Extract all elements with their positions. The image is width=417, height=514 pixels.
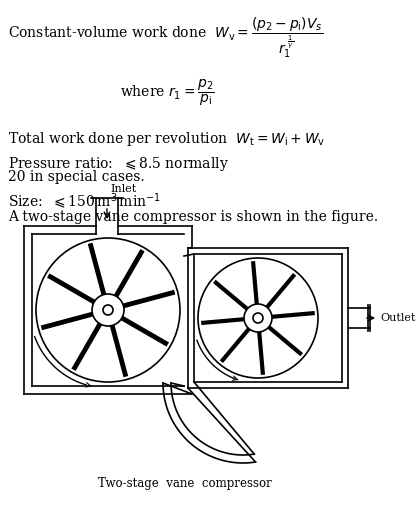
Circle shape [103,305,113,315]
Circle shape [92,294,124,326]
Text: Inlet: Inlet [110,184,136,194]
Circle shape [244,304,272,332]
Text: A two-stage vane compressor is shown in the figure.: A two-stage vane compressor is shown in … [8,210,378,224]
Text: Constant-volume work done  $W_{\rm v}=\dfrac{(p_2-p_{\rm i})V_s}{r_1^{\ \frac{1}: Constant-volume work done $W_{\rm v}=\df… [8,16,323,61]
Text: Two-stage  vane  compressor: Two-stage vane compressor [98,477,272,490]
Text: where $r_{\rm 1}=\dfrac{p_2}{p_{\rm i}}$: where $r_{\rm 1}=\dfrac{p_2}{p_{\rm i}}$ [120,78,215,108]
Text: Outlet: Outlet [380,313,415,323]
Text: 20 in special cases.: 20 in special cases. [8,170,145,184]
Text: Size:  $\leqslant$150$\,$m$^3\,$min$^{-1}$: Size: $\leqslant$150$\,$m$^3\,$min$^{-1}… [8,192,161,212]
Text: Pressure ratio:  $\leqslant$8.5 normally: Pressure ratio: $\leqslant$8.5 normally [8,155,229,173]
Circle shape [253,313,263,323]
Text: Total work done per revolution  $W_{\rm t}=W_{\rm i}+W_{\rm v}$: Total work done per revolution $W_{\rm t… [8,130,325,148]
